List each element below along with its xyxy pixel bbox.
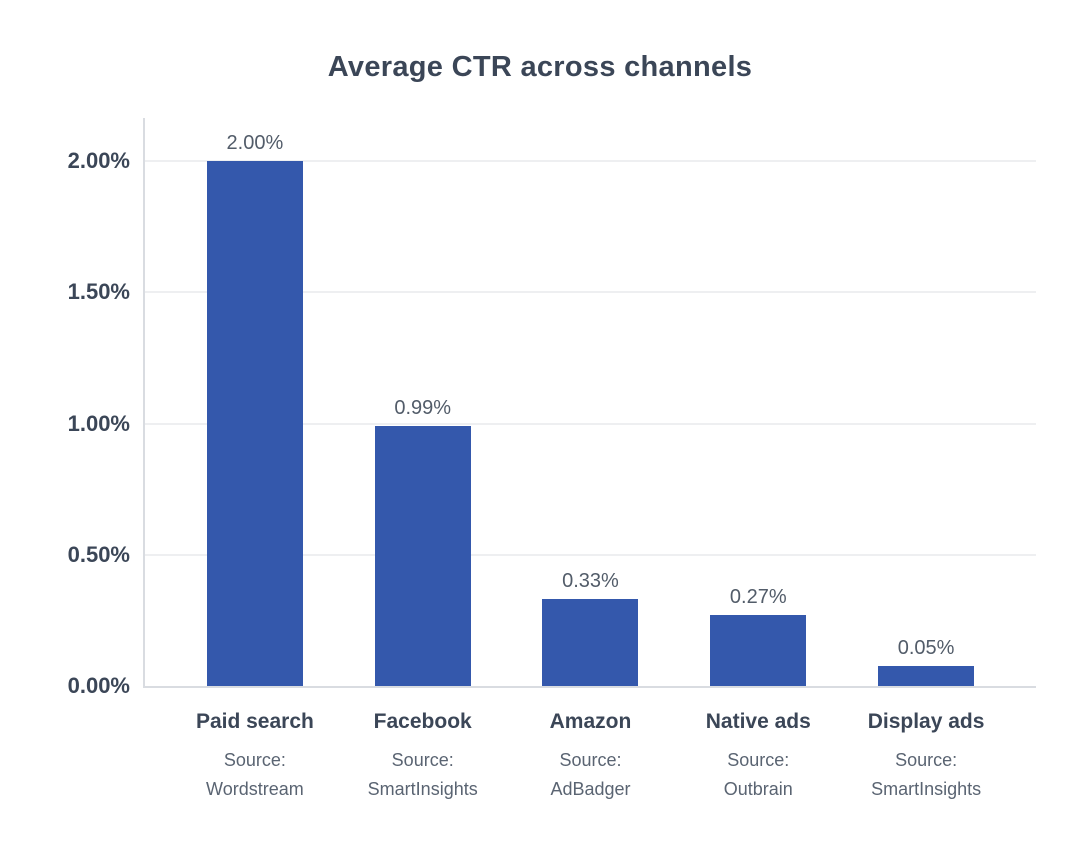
bar-group: 0.99% — [339, 118, 507, 686]
category-label-group: Amazon Source: AdBadger — [507, 708, 675, 804]
bar-group: 0.33% — [507, 118, 675, 686]
source-name: AdBadger — [550, 779, 631, 799]
source-prefix: Source: — [391, 750, 454, 770]
chart-title: Average CTR across channels — [327, 51, 753, 83]
plot-area: 2.00% 0.99% 0.33% 0.27% 0.05% — [145, 118, 1036, 686]
bar-group: 0.05% — [842, 118, 1010, 686]
category-label: Paid search — [195, 710, 314, 733]
category-label-group: Display ads Source: SmartInsights — [842, 708, 1010, 804]
source-prefix: Source: — [895, 750, 958, 770]
bar-group: 0.27% — [674, 118, 842, 686]
source-name: Outbrain — [723, 779, 793, 799]
category-label: Native ads — [705, 710, 811, 733]
category-label-group: Native ads Source: Outbrain — [674, 708, 842, 804]
gridline — [145, 291, 1036, 294]
gridline — [145, 422, 1036, 425]
bar-value-label: 0.27% — [729, 586, 787, 608]
category-label-group: Paid search Source: Wordstream — [171, 708, 339, 804]
y-tick-label: 2.00% — [67, 148, 130, 173]
bar — [878, 666, 975, 686]
source-name: Wordstream — [206, 779, 304, 799]
category-label-group: Facebook Source: SmartInsights — [339, 708, 507, 804]
gridline — [145, 553, 1036, 556]
y-tick-label: 1.50% — [67, 279, 130, 305]
bar — [206, 161, 303, 686]
category-label: Amazon — [549, 710, 632, 733]
bar — [542, 599, 639, 686]
bar-value-label: 0.99% — [394, 397, 452, 419]
bar-group: 2.00% — [171, 118, 339, 686]
source-name: SmartInsights — [367, 779, 478, 799]
bar-value-label: 2.00% — [226, 132, 284, 154]
source-prefix: Source: — [559, 750, 622, 770]
bar — [374, 426, 471, 686]
x-axis-labels: Paid search Source: Wordstream Facebook Sour… — [145, 708, 1036, 804]
gridline — [145, 160, 1036, 162]
category-label: Facebook — [373, 710, 472, 733]
source-prefix: Source: — [223, 750, 286, 770]
x-axis-line — [143, 686, 1036, 688]
source-name: SmartInsights — [871, 779, 982, 799]
gridlines — [145, 118, 1036, 686]
category-label: Display ads — [867, 710, 985, 733]
bar-value-label: 0.33% — [562, 570, 619, 592]
bar — [710, 615, 807, 686]
y-axis-line — [143, 118, 145, 688]
bar-value-label: 0.05% — [897, 637, 955, 659]
y-tick-label: 0.00% — [67, 673, 130, 698]
y-tick-label: 1.00% — [67, 410, 130, 436]
y-tick-label: 0.50% — [67, 541, 130, 567]
source-prefix: Source: — [727, 750, 790, 770]
